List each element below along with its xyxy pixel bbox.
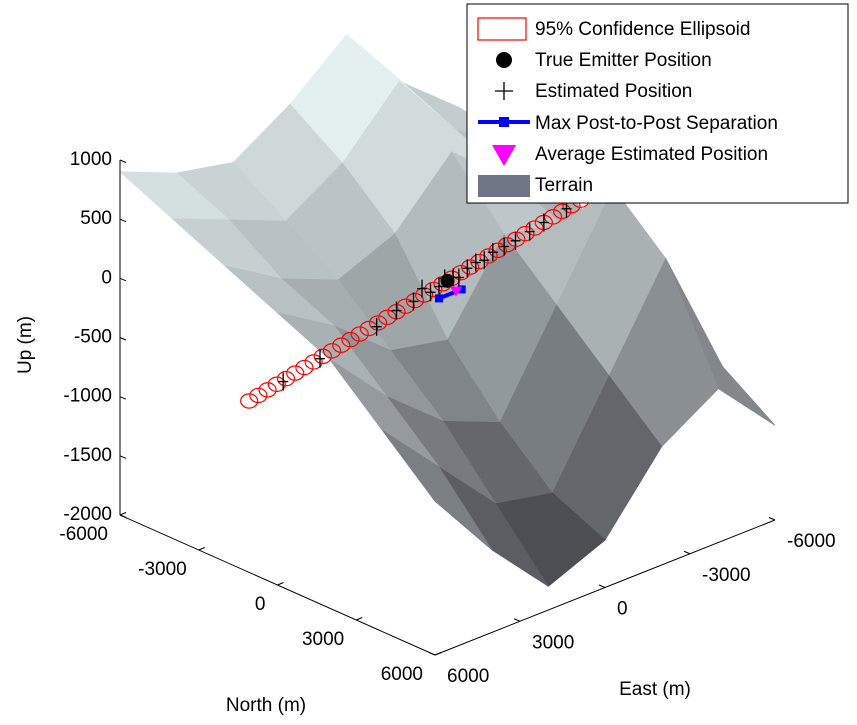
legend-box xyxy=(466,3,849,204)
north-axis-label: North (m) xyxy=(226,695,306,716)
estimated-position xyxy=(499,237,510,256)
east-axis-label: East (m) xyxy=(619,679,691,700)
north-tick-label: 0 xyxy=(255,594,266,615)
north-tick xyxy=(277,582,284,586)
axes: -2000 -1500 -1000 -500 0 500 1000 -6000 -3000 0 30… xyxy=(59,149,835,687)
legend-label: Estimated Position xyxy=(535,81,692,102)
east-tick xyxy=(768,517,776,521)
east-tick-label: 3000 xyxy=(532,632,574,653)
z-tick-label: -2000 xyxy=(63,504,112,525)
legend-swatch xyxy=(499,117,509,127)
z-tick-label: 1000 xyxy=(70,149,112,170)
estimated-position xyxy=(315,349,325,368)
north-tick-label: 6000 xyxy=(381,664,423,685)
estimated-position xyxy=(371,317,382,336)
z-tick xyxy=(119,514,127,518)
z-tick xyxy=(119,396,127,400)
z-tick-label: 500 xyxy=(80,208,112,229)
north-tick xyxy=(434,652,442,656)
east-tick-label: 6000 xyxy=(447,666,489,687)
z-axis-label: Up (m) xyxy=(15,316,36,374)
separation-end xyxy=(457,285,466,294)
legend-label: 95% Confidence Ellipsoid xyxy=(535,19,750,40)
markers xyxy=(240,170,627,409)
east-tick-label: -6000 xyxy=(787,531,836,552)
north-tick xyxy=(119,512,127,516)
east-tick xyxy=(428,652,436,656)
legend-swatch xyxy=(477,17,527,41)
z-tick xyxy=(119,337,127,341)
north-tick xyxy=(198,547,205,551)
legend-label: Average Estimated Position xyxy=(535,144,768,165)
estimated-position xyxy=(479,251,490,270)
north-tick xyxy=(356,617,363,621)
z-tick-label: -1000 xyxy=(63,386,112,407)
estimated-position xyxy=(408,292,419,311)
east-tick xyxy=(513,618,521,622)
separation-end xyxy=(435,294,443,303)
estimated-position xyxy=(538,213,549,232)
estimated-position xyxy=(487,243,498,262)
estimated-position xyxy=(391,301,402,320)
z-tick-label: -500 xyxy=(74,327,112,348)
z-tick xyxy=(119,159,127,163)
estimated-position xyxy=(434,277,444,296)
legend-swatch xyxy=(478,175,530,197)
estimated-position xyxy=(453,268,464,287)
average-position xyxy=(450,286,462,297)
east-tick-label: 0 xyxy=(617,599,628,620)
east-tick xyxy=(683,550,691,555)
estimated-position xyxy=(470,253,481,272)
z-tick xyxy=(119,277,127,282)
estimated-position xyxy=(462,259,473,278)
legend-swatch xyxy=(496,52,512,68)
estimated-position xyxy=(510,231,521,250)
z-tick xyxy=(119,218,127,223)
estimated-position xyxy=(417,279,427,298)
estimated-position xyxy=(278,372,289,391)
terrain-patch xyxy=(382,430,493,550)
north-tick-label: -6000 xyxy=(59,524,108,545)
legend-swatch xyxy=(492,145,516,166)
legend-label: Terrain xyxy=(535,175,593,196)
estimated-position xyxy=(524,222,535,241)
z-tick-label: 0 xyxy=(101,267,112,288)
estimated-position xyxy=(425,283,436,302)
east-tick-label: -3000 xyxy=(702,565,751,586)
north-tick-label: 3000 xyxy=(302,629,344,650)
legend-label: True Emitter Position xyxy=(535,50,712,71)
legend-label: Max Post-to-Post Separation xyxy=(535,113,778,134)
legend-swatch xyxy=(495,82,513,100)
north-tick-label: -3000 xyxy=(138,559,187,580)
true-emitter xyxy=(440,273,455,288)
legend: 95% Confidence Ellipsoid True Emitter Po… xyxy=(466,3,849,204)
east-tick xyxy=(598,584,606,588)
z-tick-label: -1500 xyxy=(63,445,112,466)
z-tick xyxy=(119,455,127,459)
